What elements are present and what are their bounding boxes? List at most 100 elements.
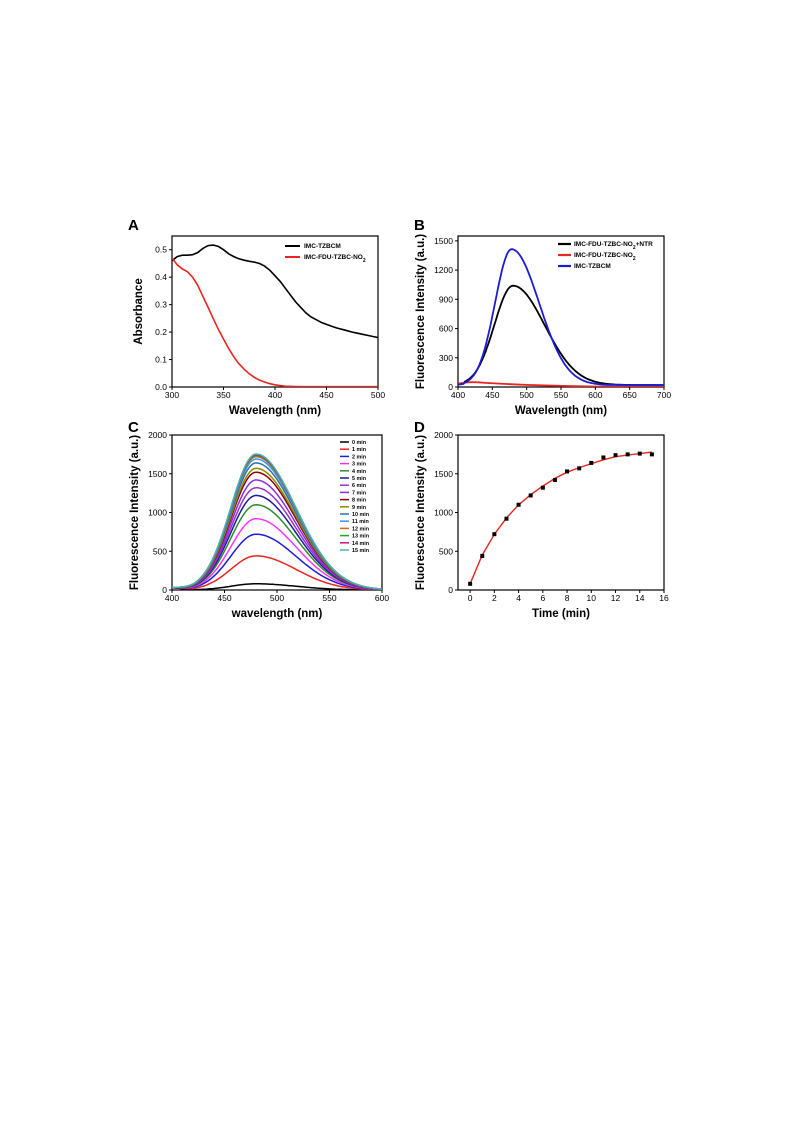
x-tick-label: 0 [468,593,473,603]
y-axis-label: Fluorescence Intensity (a.u.) [129,435,141,590]
x-tick-label: 500 [270,593,284,603]
y-tick-label: 0.0 [155,382,167,392]
plot-area [468,451,654,586]
data-point [649,452,654,457]
data-point [480,553,485,558]
x-axis-label: wavelength (nm) [231,608,323,620]
legend-entry: 0 min [352,440,366,446]
x-tick-label: 400 [268,390,282,400]
data-point [516,502,521,507]
legend-entry: 2 min [352,454,366,460]
x-tick-label: 6 [540,593,545,603]
plot-frame [457,434,665,591]
legend-entry: 5 min [352,476,366,482]
data-point [601,455,606,460]
panel-d: D 0 2 4 6 8 10 12 14 16 0 500 1000 1500 2000 Time (min)… [414,419,669,620]
plot-area [458,248,664,387]
y-tick-label: 0 [448,585,453,595]
y-tick-label: 500 [153,546,167,556]
x-axis-label: Wavelength (nm) [229,405,321,417]
y-tick-label: 0.3 [155,300,167,310]
x-tick-label: 16 [659,593,669,603]
data-point [613,453,618,458]
series-line [172,533,382,590]
x-tick-label: 600 [588,390,602,400]
y-tick-label: 2000 [148,430,167,440]
y-tick-label: 0.1 [155,355,167,365]
series-line [172,479,382,590]
panel-letter: C [128,419,139,436]
x-tick-label: 4 [516,593,521,603]
legend-entry: 4 min [352,469,366,475]
data-point [637,451,642,456]
plot-area [172,244,378,387]
x-axis-label: Wavelength (nm) [515,405,607,417]
legend-entry: 3 min [352,462,366,468]
series-line [458,381,664,387]
data-point [528,493,533,498]
panel-b: B 400 450 500 550 600 650 700 0 300 600 900 1200 1500… [414,217,671,417]
legend-entry: 10 min [352,512,369,518]
fit-line [469,451,652,585]
x-tick-label: 350 [216,390,230,400]
panel-a: A 300 350 400 450 500 0.0 0.1 0.2 0.3 0.4 0.5 Wavele… [128,217,385,417]
series-line [172,471,382,590]
y-axis-label: Fluorescence Intensity (a.u.) [415,435,427,590]
plot-area [172,453,382,590]
y-tick-label: 600 [439,324,453,334]
panel-letter: B [414,217,425,234]
data-point [565,469,570,474]
series-line [172,453,382,590]
legend-entry: IMC-TZBCM [574,263,611,270]
x-tick-label: 14 [635,593,645,603]
y-tick-label: 0 [448,382,453,392]
series-line [172,555,382,590]
data-point [468,581,473,586]
legend-entry: 7 min [352,490,366,496]
y-tick-label: 0.2 [155,327,167,337]
panel-letter: D [414,419,425,436]
y-tick-label: 900 [439,294,453,304]
x-tick-label: 10 [587,593,597,603]
x-tick-label: 8 [565,593,570,603]
legend-entry: IMC-FDU-TZBC-NO2 [304,254,366,264]
y-axis-label: Absorbance [133,278,145,344]
series-line [172,462,382,590]
x-tick-label: 12 [611,593,621,603]
data-point [552,477,557,482]
x-tick-label: 2 [492,593,497,603]
y-tick-label: 2000 [434,430,453,440]
series-line [172,257,378,387]
data-point [492,532,497,537]
x-tick-label: 450 [217,593,231,603]
y-tick-label: 1500 [148,469,167,479]
legend-entry: 15 min [352,548,369,554]
data-point [540,485,545,490]
legend-entry: IMC-FDU-TZBC-NO2+NTR [574,241,653,251]
y-tick-label: 1500 [434,469,453,479]
y-tick-label: 0 [162,585,167,595]
x-tick-label: 500 [371,390,385,400]
series-line [172,244,378,339]
y-tick-label: 0.5 [155,245,167,255]
y-tick-label: 500 [439,546,453,556]
y-tick-label: 1200 [434,265,453,275]
x-axis-label: Time (min) [532,608,590,620]
x-tick-label: 300 [165,390,179,400]
x-tick-label: 400 [165,593,179,603]
x-tick-label: 600 [375,593,389,603]
legend-entry: 8 min [352,498,366,504]
legend-entry: 11 min [352,519,369,525]
legend-entry: 14 min [352,541,369,547]
data-point [589,460,594,465]
legend-entry: 13 min [352,534,369,540]
legend-entry: IMC-FDU-TZBC-NO2 [574,252,636,262]
y-tick-label: 1500 [434,236,453,246]
y-tick-label: 0.4 [155,272,167,282]
legend-entry: 6 min [352,483,366,489]
legend-entry: 1 min [352,447,366,453]
data-point [504,516,509,521]
y-tick-label: 1000 [148,508,167,518]
x-tick-label: 700 [657,390,671,400]
